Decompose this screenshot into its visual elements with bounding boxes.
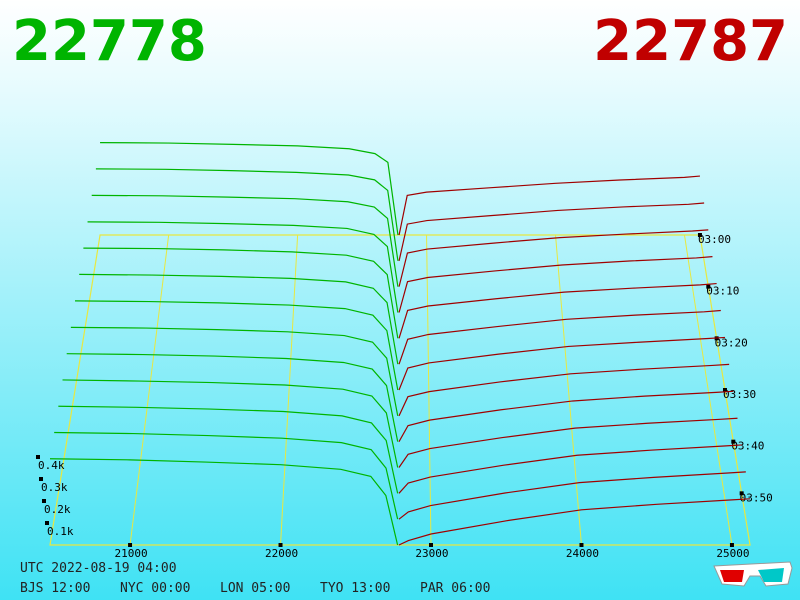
bid-depth-line xyxy=(54,431,399,520)
volume-tick xyxy=(39,477,43,481)
ask-depth-line xyxy=(398,363,730,417)
bid-depth-line xyxy=(58,405,399,494)
ask-depth-line xyxy=(398,282,717,339)
price-label: 21000 xyxy=(114,547,147,560)
time-tick xyxy=(697,233,702,237)
ask-depth-line xyxy=(398,309,721,365)
bid-depth-line xyxy=(79,273,399,365)
ask-depth-line xyxy=(398,444,742,494)
price-grid-line xyxy=(555,234,582,546)
zone-time: PAR 06:00 xyxy=(420,581,490,596)
volume-label: 0.2k xyxy=(44,503,71,516)
price-tick xyxy=(579,543,584,547)
plot: 21000 22000 23000 24000 25000 0.1k 0.2k 0.3k 0.4… xyxy=(36,142,773,560)
volume-label: 0.3k xyxy=(41,481,68,494)
volume-label: 0.4k xyxy=(38,459,65,472)
ask-depth-line xyxy=(398,390,734,442)
volume-tick xyxy=(36,455,40,459)
zone-time: BJS 12:00 xyxy=(20,581,90,596)
time-tick xyxy=(731,439,736,444)
zone-time: TYO 13:00 xyxy=(320,581,390,596)
price-grid-line xyxy=(426,234,432,546)
zone-time: NYC 00:00 xyxy=(120,581,190,596)
ask-depth-line xyxy=(398,471,746,520)
ask-depth-line xyxy=(398,336,726,391)
bid-depth-line xyxy=(62,379,399,468)
ask-depth-line xyxy=(398,175,701,236)
volume-label: 0.1k xyxy=(47,525,74,538)
price-label: 25000 xyxy=(716,547,749,560)
time-label: 03:20 xyxy=(715,336,748,349)
price-label: 24000 xyxy=(566,547,599,560)
price-grid-line xyxy=(129,234,170,546)
bid-depth-line xyxy=(49,458,399,546)
time-tick xyxy=(739,491,744,496)
bid-depth-line xyxy=(87,221,399,313)
price-label: 23000 xyxy=(415,547,448,560)
volume-tick xyxy=(45,521,49,525)
price-grid-line xyxy=(280,234,299,546)
utc-time: UTC 2022-08-19 04:00 xyxy=(20,561,177,576)
bid-depth-line xyxy=(70,326,399,416)
price-tick xyxy=(128,543,133,547)
ask-depth-line xyxy=(398,229,709,287)
price-tick xyxy=(278,543,283,547)
time-label: 03:40 xyxy=(731,440,764,453)
time-zones: BJS 12:00 NYC 00:00 LON 05:00 TYO 13:00 PAR … xyxy=(20,581,490,596)
time-tick xyxy=(706,284,711,289)
best-bid: 22778 xyxy=(12,9,207,74)
time-label: 03:30 xyxy=(723,388,756,401)
bid-depth-line xyxy=(91,194,399,287)
time-label: 03:10 xyxy=(706,285,739,298)
ask-depth-line xyxy=(398,256,713,313)
time-tick xyxy=(722,388,727,392)
best-ask: 22787 xyxy=(593,9,788,74)
ask-depth-line xyxy=(398,417,738,468)
time-label: 03:50 xyxy=(740,491,773,504)
bid-depth-line xyxy=(95,168,399,261)
price-tick xyxy=(729,543,734,547)
bid-depth-line xyxy=(83,247,399,339)
ask-depth-line xyxy=(398,498,751,546)
price-label: 22000 xyxy=(265,547,298,560)
3d-glasses-icon xyxy=(713,561,793,587)
bid-depth-line xyxy=(66,353,399,442)
bid-depth-line xyxy=(100,142,399,236)
bid-depth-line xyxy=(75,300,399,391)
volume-tick xyxy=(42,499,46,503)
price-tick xyxy=(428,543,433,547)
time-label: 03:00 xyxy=(698,233,731,246)
zone-time: LON 05:00 xyxy=(220,581,290,596)
price-grid-line xyxy=(683,234,733,546)
ask-depth-line xyxy=(398,202,705,261)
